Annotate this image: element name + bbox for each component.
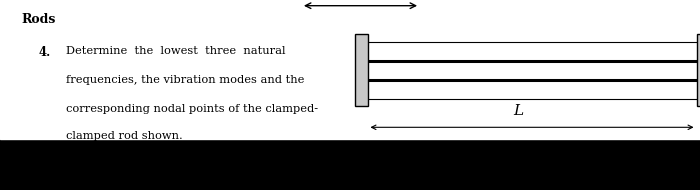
Bar: [0, 0, 700, 139]
Bar: [0, 139, 700, 190]
Text: 4.: 4.: [38, 46, 50, 59]
Text: frequencies, the vibration modes and the: frequencies, the vibration modes and the: [66, 75, 305, 85]
Text: Rods: Rods: [21, 13, 55, 26]
Bar: [696, 34, 700, 106]
Text: L: L: [513, 104, 523, 118]
Text: corresponding nodal points of the clamped-: corresponding nodal points of the clampe…: [66, 104, 318, 114]
Text: clamped rod shown.: clamped rod shown.: [66, 131, 183, 141]
Bar: [355, 34, 368, 106]
Text: Determine  the  lowest  three  natural: Determine the lowest three natural: [66, 46, 286, 56]
